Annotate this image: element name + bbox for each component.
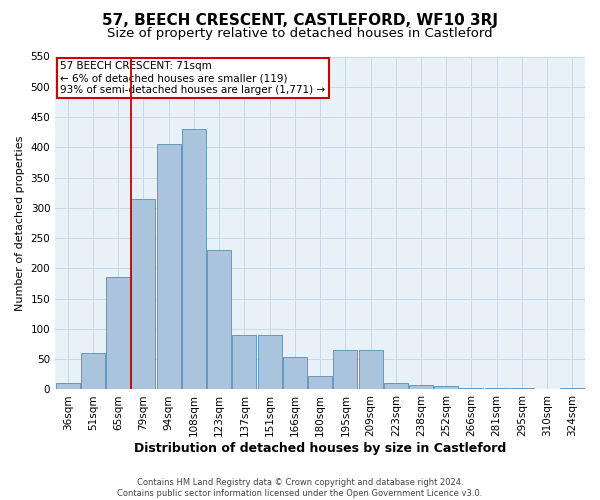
Bar [359, 350, 383, 390]
Bar [257, 335, 281, 390]
Bar [131, 199, 155, 390]
X-axis label: Distribution of detached houses by size in Castleford: Distribution of detached houses by size … [134, 442, 506, 455]
Bar [460, 388, 484, 390]
Bar [384, 384, 408, 390]
Bar [207, 250, 231, 390]
Bar [182, 129, 206, 390]
Bar [434, 386, 458, 390]
Text: Contains HM Land Registry data © Crown copyright and database right 2024.
Contai: Contains HM Land Registry data © Crown c… [118, 478, 482, 498]
Y-axis label: Number of detached properties: Number of detached properties [15, 136, 25, 310]
Text: Size of property relative to detached houses in Castleford: Size of property relative to detached ho… [107, 28, 493, 40]
Bar [510, 388, 534, 390]
Bar [157, 144, 181, 390]
Bar [535, 389, 559, 390]
Bar [334, 350, 357, 390]
Bar [308, 376, 332, 390]
Bar [232, 335, 256, 390]
Text: 57, BEECH CRESCENT, CASTLEFORD, WF10 3RJ: 57, BEECH CRESCENT, CASTLEFORD, WF10 3RJ [102, 12, 498, 28]
Bar [56, 384, 80, 390]
Bar [485, 388, 509, 390]
Bar [106, 278, 130, 390]
Bar [409, 384, 433, 390]
Bar [283, 358, 307, 390]
Bar [560, 388, 584, 390]
Text: 57 BEECH CRESCENT: 71sqm
← 6% of detached houses are smaller (119)
93% of semi-d: 57 BEECH CRESCENT: 71sqm ← 6% of detache… [61, 62, 326, 94]
Bar [81, 353, 105, 390]
